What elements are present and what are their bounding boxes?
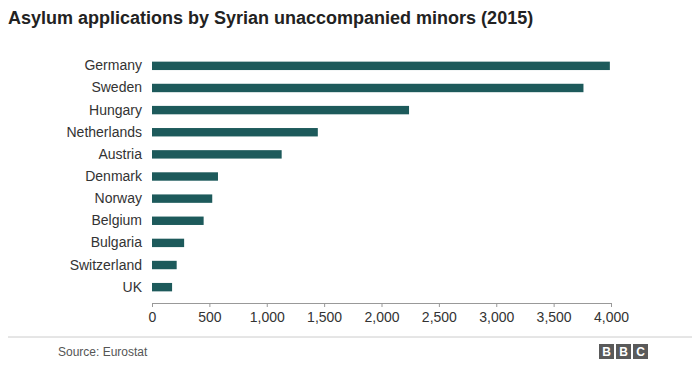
logo-box [616,344,631,359]
bar [152,172,218,180]
x-tick: 3,500 [537,303,572,325]
y-tick-label: Belgium [91,212,142,228]
y-tick: Switzerland [70,257,152,273]
bar [152,217,204,225]
bar [152,128,318,136]
y-tick: Norway [95,190,152,206]
bar [152,239,184,247]
x-tick: 0 [149,303,157,325]
x-tick-mark [611,303,612,307]
x-tick-label: 1,000 [250,309,285,325]
x-tick-mark [267,303,268,307]
x-tick-mark [496,303,497,307]
x-axis-line [153,304,612,308]
x-tick-label: 1,500 [307,309,342,325]
x-tick-label: 2,500 [422,309,457,325]
y-tick: Hungary [89,102,152,118]
y-tick: Bulgaria [91,234,152,250]
x-tick-label: 0 [149,309,157,325]
logo: BBC [599,344,648,359]
logo-letter: C [636,345,645,359]
x-tick: 500 [198,303,222,325]
chart: Asylum applications by Syrian unaccompan… [0,0,700,370]
x-tick-label: 500 [198,309,222,325]
x-tick-mark [209,303,210,307]
y-tick: Austria [98,146,152,162]
x-axis: 0 500 1,000 1,500 2,000 2,500 3,000 3,500 4,000 [149,303,630,325]
y-tick-label: Sweden [91,79,142,95]
x-tick: 4,000 [594,303,629,325]
y-tick-label: Norway [95,190,142,206]
x-tick-mark [324,303,325,307]
bar [152,106,409,114]
x-tick: 2,000 [364,303,399,325]
y-tick-label: Netherlands [67,124,143,140]
y-tick: UK [123,279,152,295]
y-axis: Germany Sweden Hungary Netherlands Austria De… [67,57,153,294]
footer-rule [8,337,692,338]
y-tick-label: Austria [98,146,142,162]
plot: Germany Sweden Hungary Netherlands Austria De… [67,57,630,325]
x-tick-label: 3,500 [537,309,572,325]
logo-text: BBC [602,345,645,359]
bars [152,62,610,292]
bar [152,283,172,291]
bar [152,150,282,158]
title: Asylum applications by Syrian unaccompan… [8,8,533,28]
logo-box [633,344,648,359]
bar [152,194,212,202]
x-tick-mark [152,303,153,307]
logo-letter: B [619,345,628,359]
x-tick: 1,500 [307,303,342,325]
bar [152,261,177,269]
y-tick-label: Bulgaria [91,234,143,250]
x-tick-label: 2,000 [364,309,399,325]
bar [152,62,610,70]
x-tick-label: 3,000 [479,309,514,325]
y-tick-label: Switzerland [70,257,142,273]
y-tick: Germany [84,57,152,73]
x-tick: 2,500 [422,303,457,325]
x-tick: 3,000 [479,303,514,325]
y-tick: Netherlands [67,124,153,140]
y-tick: Belgium [91,212,152,228]
x-tick-mark [382,303,383,307]
x-tick-mark [554,303,555,307]
y-tick: Denmark [85,168,152,184]
x-tick-label: 4,000 [594,309,629,325]
logo-box [599,344,614,359]
bar [152,84,583,92]
y-tick: Sweden [91,79,152,95]
logo-letter: B [602,345,611,359]
y-tick-label: UK [123,279,143,295]
y-tick-label: Hungary [89,102,142,118]
x-tick-mark [439,303,440,307]
source: Source: Eurostat [58,345,148,359]
y-tick-label: Denmark [85,168,143,184]
y-tick-label: Germany [84,57,142,73]
x-tick: 1,000 [250,303,285,325]
